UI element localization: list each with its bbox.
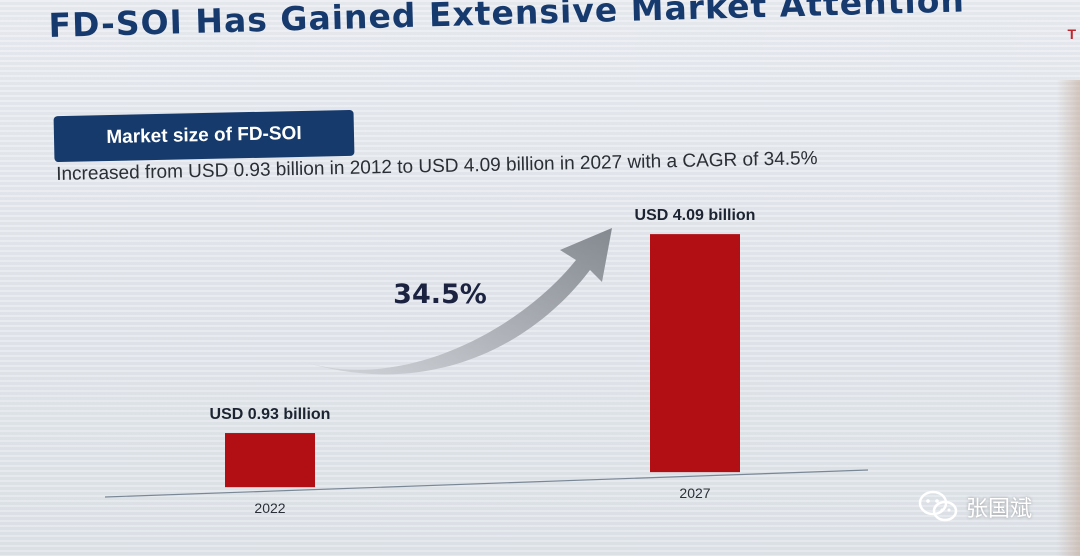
x-tick-2022: 2022 [254, 500, 285, 516]
bar-2022 [225, 433, 315, 488]
corner-logo-fragment: T [1067, 26, 1076, 42]
x-tick-2027: 2027 [679, 485, 710, 501]
bar-2027 [650, 234, 740, 473]
right-edge-shadow [1056, 80, 1080, 556]
cagr-annotation: 34.5% [393, 279, 487, 310]
growth-arrow [298, 228, 612, 375]
wechat-icon [918, 490, 958, 524]
data-label-2022: USD 0.93 billion [210, 406, 331, 423]
data-label-2027: USD 4.09 billion [635, 207, 756, 224]
wechat-watermark: 张国斌 [918, 490, 1032, 524]
x-axis-line [104, 469, 869, 498]
watermark-text: 张国斌 [966, 496, 1033, 521]
